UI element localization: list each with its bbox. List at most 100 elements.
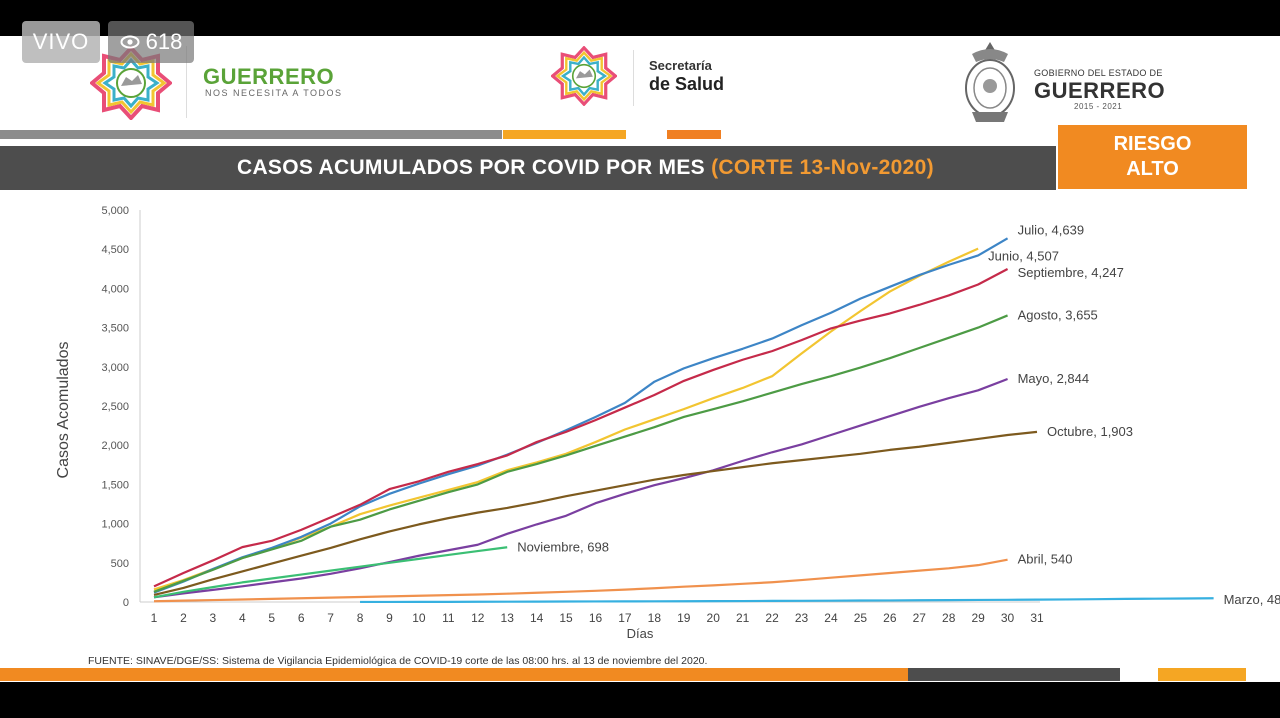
x-tick-label: 18 bbox=[648, 611, 662, 625]
x-tick-label: 21 bbox=[736, 611, 750, 625]
x-tick-label: 28 bbox=[942, 611, 956, 625]
header-stripe-orange bbox=[503, 130, 626, 139]
y-tick-label: 4,500 bbox=[101, 244, 129, 256]
header-divider bbox=[186, 46, 187, 118]
viewer-count-badge: 618 bbox=[108, 21, 194, 63]
chart-cut-date: (CORTE 13-Nov-2020) bbox=[711, 156, 934, 179]
header-stripe-orange-small bbox=[667, 130, 721, 139]
y-tick-label: 4,000 bbox=[101, 283, 129, 295]
line-chart: 0 500 1,000 1,500 2,000 2,500 3,000 3,500 4,000 4… bbox=[55, 205, 1280, 641]
x-tick-label: 27 bbox=[913, 611, 927, 625]
series-label-junio: Junio, 4,507 bbox=[988, 249, 1059, 264]
live-badge: VIVO bbox=[22, 21, 100, 63]
x-tick-label: 20 bbox=[707, 611, 721, 625]
y-tick-label: 2,500 bbox=[101, 401, 129, 413]
gobierno-label: GOBIERNO DEL ESTADO DE bbox=[1034, 68, 1163, 78]
guerrero-title: GUERRERO bbox=[203, 64, 335, 89]
source-footnote: FUENTE: SINAVE/DGE/SS: Sistema de Vigila… bbox=[88, 655, 708, 667]
y-tick-label: 3,000 bbox=[101, 362, 129, 374]
guerrero-logo bbox=[88, 45, 174, 125]
x-tick-label: 31 bbox=[1030, 611, 1044, 625]
x-tick-label: 14 bbox=[530, 611, 544, 625]
secretaria-star-icon bbox=[550, 45, 618, 107]
y-tick-label: 1,000 bbox=[101, 519, 129, 531]
series-line-noviembre bbox=[153, 546, 508, 599]
x-tick-label: 2 bbox=[180, 611, 187, 625]
state-seal bbox=[958, 40, 1022, 131]
viewer-count: 618 bbox=[145, 29, 183, 54]
y-tick-label: 1,500 bbox=[101, 479, 129, 491]
header-stripe-gray bbox=[0, 130, 502, 139]
x-tick-label: 15 bbox=[559, 611, 573, 625]
x-tick-label: 8 bbox=[357, 611, 364, 625]
series-line-octubre bbox=[153, 430, 1038, 597]
series-line-marzo bbox=[360, 597, 1214, 604]
x-tick-label: 4 bbox=[239, 611, 246, 625]
series-label-mayo: Mayo, 2,844 bbox=[1018, 371, 1090, 386]
state-seal-icon bbox=[965, 42, 1015, 122]
x-tick-label: 29 bbox=[971, 611, 985, 625]
guerrero-star-icon bbox=[88, 45, 174, 121]
series-label-agosto: Agosto, 3,655 bbox=[1018, 307, 1098, 322]
x-tick-label: 23 bbox=[795, 611, 809, 625]
x-tick-label: 7 bbox=[327, 611, 334, 625]
y-tick-labels: 0 500 1,000 1,500 2,000 2,500 3,000 3,500 4,000 4… bbox=[101, 205, 129, 609]
gobierno-state-name: GUERRERO bbox=[1034, 78, 1166, 103]
footer-stripe-orange-right bbox=[1158, 668, 1246, 681]
x-axis-label: Días bbox=[627, 626, 654, 641]
guerrero-tagline: NOS NECESITA A TODOS bbox=[205, 88, 343, 98]
x-tick-label: 5 bbox=[268, 611, 275, 625]
video-bottom-bar bbox=[0, 682, 1280, 718]
series-line-septiembre bbox=[153, 268, 1009, 588]
x-tick-label: 10 bbox=[412, 611, 426, 625]
footer-stripe-gray bbox=[908, 668, 1120, 681]
series-line-mayo bbox=[153, 378, 1008, 599]
y-axis-label: Casos Acomulados bbox=[55, 342, 72, 479]
series-line-agosto bbox=[153, 314, 1008, 593]
x-tick-label: 3 bbox=[210, 611, 217, 625]
eye-icon bbox=[120, 35, 140, 49]
risk-level-badge: RIESGO ALTO bbox=[1058, 125, 1247, 189]
series-label-octubre: Octubre, 1,903 bbox=[1047, 424, 1133, 439]
series-label-septiembre: Septiembre, 4,247 bbox=[1018, 265, 1124, 280]
x-tick-label: 22 bbox=[765, 611, 779, 625]
secretaria-logo bbox=[550, 45, 618, 111]
x-tick-label: 12 bbox=[471, 611, 485, 625]
y-tick-label: 500 bbox=[111, 558, 129, 570]
footer-stripe-orange bbox=[0, 668, 908, 681]
video-top-bar bbox=[0, 0, 1280, 36]
x-tick-label: 13 bbox=[501, 611, 515, 625]
y-tick-label: 3,500 bbox=[101, 323, 129, 335]
x-tick-label: 19 bbox=[677, 611, 691, 625]
series-labels: Marzo, 48 Abril, 540 Mayo, 2,844 Junio, 4,5… bbox=[517, 222, 1280, 607]
series-lines bbox=[153, 237, 1214, 604]
series-label-marzo: Marzo, 48 bbox=[1224, 592, 1280, 607]
title-bar bbox=[0, 146, 1056, 190]
y-tick-label: 0 bbox=[123, 597, 129, 609]
risk-line2: ALTO bbox=[1126, 158, 1179, 180]
x-tick-label: 1 bbox=[151, 611, 158, 625]
presentation-slide: GUERRERO NOS NECESITA A TODOS Secretaría… bbox=[0, 36, 1280, 682]
series-label-noviembre: Noviembre, 698 bbox=[517, 539, 609, 554]
series-line-abril bbox=[153, 558, 1008, 603]
x-tick-label: 6 bbox=[298, 611, 305, 625]
series-label-julio: Julio, 4,639 bbox=[1018, 222, 1085, 237]
x-tick-label: 16 bbox=[589, 611, 603, 625]
x-tick-label: 30 bbox=[1001, 611, 1015, 625]
secretaria-label: Secretaría bbox=[649, 58, 712, 73]
x-tick-label: 11 bbox=[442, 611, 455, 625]
chart-title: CASOS ACUMULADOS POR COVID POR MES (CORT… bbox=[237, 156, 934, 180]
x-tick-label: 9 bbox=[386, 611, 393, 625]
x-tick-label: 17 bbox=[618, 611, 632, 625]
header-divider bbox=[633, 50, 634, 106]
x-tick-label: 26 bbox=[883, 611, 897, 625]
risk-line1: RIESGO bbox=[1113, 133, 1192, 155]
x-tick-labels: 1 2 3 4 5 6 7 8 9 10 11 12 13 14 15 16 17 18 19 20 21 22 23 24 2… bbox=[151, 611, 1044, 625]
gobierno-years: 2015 - 2021 bbox=[1074, 102, 1123, 111]
x-tick-label: 24 bbox=[824, 611, 838, 625]
series-label-abril: Abril, 540 bbox=[1018, 552, 1073, 567]
y-tick-label: 5,000 bbox=[101, 205, 129, 217]
series-line-julio bbox=[153, 237, 1009, 594]
salud-label: de Salud bbox=[649, 74, 725, 94]
x-tick-label: 25 bbox=[854, 611, 868, 625]
